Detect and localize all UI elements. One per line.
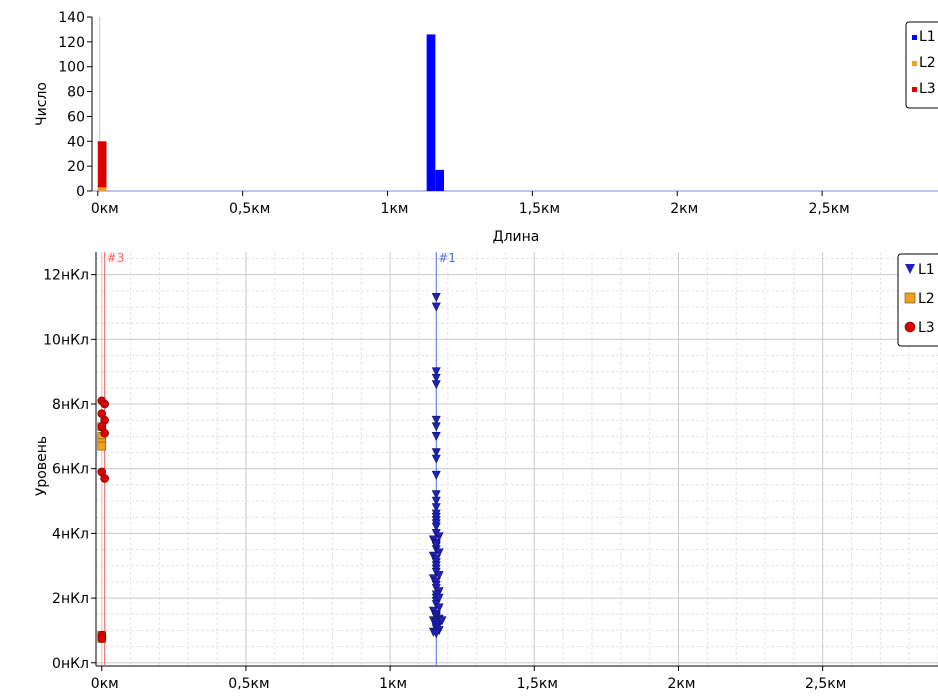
histogram-y-tick-label: 0 xyxy=(76,184,85,200)
histogram-y-tick-label: 120 xyxy=(58,35,85,51)
scatter-point-l1 xyxy=(431,292,441,302)
scatter-points xyxy=(97,292,447,643)
scatter-x-ticks: 0км 0,5км 1км 1,5км 2км 2,5км xyxy=(91,666,846,692)
scatter-point-l1 xyxy=(431,503,441,513)
scatter-legend-swatch-l3 xyxy=(904,321,916,333)
scatter-x-tick-label: 2км xyxy=(668,676,696,692)
scatter-point-l1 xyxy=(434,593,444,603)
histogram-legend[interactable]: L1 L2 L3 xyxy=(905,21,938,109)
scatter-legend-label-l2: L2 xyxy=(918,291,935,307)
histogram-legend-swatch-l2 xyxy=(912,61,917,66)
scatter-cursor-markers[interactable]: #3 #1 xyxy=(104,251,456,666)
histogram-x-tick-label: 1,5км xyxy=(519,201,560,217)
histogram-y-tick-label: 20 xyxy=(67,159,85,175)
scatter-point-l1 xyxy=(437,616,447,626)
scatter-legend[interactable]: L1 L2 L3 xyxy=(897,253,938,347)
scatter-y-tick-label: 2нКл xyxy=(52,591,89,607)
scatter-point-l1 xyxy=(431,522,441,532)
histogram-x-tick-label: 0км xyxy=(91,201,119,217)
scatter-point-l1 xyxy=(431,373,441,383)
scatter-x-tick-label: 0,5км xyxy=(228,676,269,692)
scatter-legend-label-l3: L3 xyxy=(918,320,935,336)
histogram-bar-l1 xyxy=(435,169,445,191)
scatter-point-l1 xyxy=(431,470,441,480)
scatter-point-l2 xyxy=(97,441,107,451)
scatter-grid xyxy=(95,252,938,667)
histogram-x-tick-label: 2,5км xyxy=(808,201,849,217)
histogram-legend-box xyxy=(905,21,938,109)
scatter-point-l1 xyxy=(431,415,441,425)
scatter-point-l3 xyxy=(97,634,107,643)
histogram-frame xyxy=(91,17,938,192)
scatter-point-l1 xyxy=(431,540,441,550)
scatter-cursor-label: #1 xyxy=(438,251,456,265)
scatter-point-l1 xyxy=(431,496,441,506)
scatter-y-tick-label: 0нКл xyxy=(52,656,89,672)
scatter-legend-swatch-l2 xyxy=(904,292,916,304)
scatter-point-l1 xyxy=(431,490,441,500)
scatter-point-l3 xyxy=(100,399,109,409)
scatter-x-tick-label: 1км xyxy=(379,676,407,692)
histogram-legend-label-l1: L1 xyxy=(919,29,936,45)
scatter-point-l1 xyxy=(431,380,441,390)
histogram-y-ticks: 0 20 40 60 80 100 120 140 xyxy=(58,10,92,200)
scatter-y-tick-label: 4нКл xyxy=(52,526,89,542)
scatter-point-l1 xyxy=(431,454,441,464)
scatter-point-l1 xyxy=(431,629,441,639)
scatter-point-l1 xyxy=(431,422,441,432)
scatter-y-tick-label: 12нКл xyxy=(43,268,89,284)
scatter-y-ticks: 0нКл 2нКл 4нКл 6нКл 8нКл 10нКл 12нКл xyxy=(43,268,96,672)
scatter-y-axis-label: Уровень xyxy=(34,436,50,496)
histogram-y-axis-label: Число xyxy=(34,82,50,126)
scatter-x-tick-label: 0км xyxy=(91,676,119,692)
scatter-point-l1 xyxy=(431,302,441,312)
histogram-bars xyxy=(97,34,445,192)
histogram-x-ticks: 0км 0,5км 1км 1,5км 2км 2,5км xyxy=(91,191,850,217)
histogram-x-tick-label: 1км xyxy=(381,201,409,217)
scatter-point-l3 xyxy=(100,428,109,438)
histogram-chart: 0 20 40 60 80 100 120 140 0км 0,5км 1км 1,5км 2км 2,… xyxy=(34,10,938,245)
scatter-y-tick-label: 10нКл xyxy=(43,332,89,348)
histogram-y-tick-label: 100 xyxy=(58,60,85,76)
histogram-x-tick-label: 0,5км xyxy=(229,201,270,217)
histogram-x-axis-label: Длина xyxy=(493,229,540,245)
histogram-y-tick-label: 40 xyxy=(67,134,85,150)
scatter-x-tick-label: 1,5км xyxy=(517,676,558,692)
scatter-y-tick-label: 8нКл xyxy=(52,397,89,413)
scatter-point-l1 xyxy=(431,367,441,377)
scatter-point-l1 xyxy=(431,432,441,442)
histogram-legend-swatch-l1 xyxy=(912,35,917,40)
histogram-y-tick-label: 140 xyxy=(58,10,85,26)
scatter-cursor-label: #3 xyxy=(107,251,125,265)
scatter-point-l1 xyxy=(431,448,441,458)
histogram-legend-swatch-l3 xyxy=(912,87,917,92)
scatter-point-l3 xyxy=(100,474,109,483)
scatter-legend-swatch-l1 xyxy=(905,264,915,274)
histogram-bar-l1 xyxy=(426,34,436,192)
histogram-bar-l2 xyxy=(97,187,107,191)
histogram-legend-label-l3: L3 xyxy=(919,81,936,97)
scatter-y-tick-label: 6нКл xyxy=(52,462,89,478)
histogram-y-tick-label: 60 xyxy=(67,109,85,125)
scatter-legend-label-l1: L1 xyxy=(918,262,935,278)
histogram-x-tick-label: 2км xyxy=(670,201,698,217)
histogram-legend-label-l2: L2 xyxy=(919,55,936,71)
histogram-y-tick-label: 80 xyxy=(67,85,85,101)
scatter-x-tick-label: 2,5км xyxy=(805,676,846,692)
histogram-bar-l3 xyxy=(97,141,107,191)
